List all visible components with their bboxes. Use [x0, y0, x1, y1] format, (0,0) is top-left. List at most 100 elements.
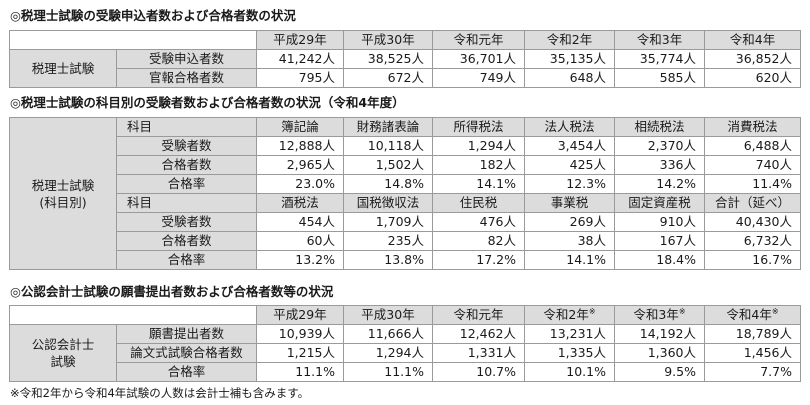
value-cell: 35,774人	[614, 49, 705, 69]
value-cell: 648人	[524, 68, 615, 88]
corner-cell	[9, 30, 257, 50]
subject-header: 合計（延べ）	[704, 193, 801, 213]
group-label: 税理士試験 (科目別)	[9, 117, 117, 270]
value-cell: 40,430人	[704, 212, 801, 232]
subject-label: 科目	[116, 193, 257, 213]
value-cell: 12,462人	[432, 324, 525, 344]
year-header: 平成30年	[343, 30, 433, 50]
value-cell: 10,118人	[343, 136, 433, 156]
value-cell: 14,192人	[614, 324, 705, 344]
year-label: 令和2年	[543, 306, 589, 322]
value-cell: 910人	[614, 212, 705, 232]
row-label: 合格率	[116, 174, 257, 194]
value-cell: 740人	[704, 155, 801, 175]
value-cell: 38人	[524, 231, 615, 251]
year-label: 令和3年	[633, 306, 679, 322]
year-label: 平成29年	[273, 306, 327, 322]
section3-heading: ◎公認会計士試験の願書提出者数および合格者数等の状況	[10, 284, 334, 299]
value-cell: 13.8%	[343, 250, 433, 270]
year-label: 令和元年	[453, 306, 504, 322]
group-label-line: 公認会計士	[31, 337, 95, 352]
row-label: 合格率	[116, 362, 257, 382]
value-cell: 454人	[256, 212, 344, 232]
value-cell: 1,456人	[704, 343, 801, 363]
value-cell: 11,666人	[343, 324, 433, 344]
table-row: 公認会計士 試験 願書提出者数 10,939人 11,666人 12,462人 …	[9, 324, 801, 382]
value-cell: 23.0%	[256, 174, 344, 194]
cpa-exam-table: 平成29年 平成30年 令和元年 令和2年※ 令和3年※ 令和4年※ 公認会計士…	[9, 305, 801, 382]
value-cell: 11.1%	[343, 362, 433, 382]
table-row: 合格者数 2,965人 1,502人 182人 425人 336人 740人	[10, 155, 801, 175]
row-label: 合格者数	[116, 231, 257, 251]
value-cell: 620人	[704, 68, 801, 88]
value-cell: 425人	[524, 155, 615, 175]
footnote-mark: ※	[588, 306, 596, 316]
value-cell: 585人	[614, 68, 705, 88]
value-cell: 13,231人	[524, 324, 615, 344]
table-row: 受験者数 12,888人 10,118人 1,294人 3,454人 2,370…	[10, 136, 801, 156]
value-cell: 795人	[256, 68, 344, 88]
value-cell: 14.1%	[432, 174, 525, 194]
section2-heading: ◎税理士試験の科目別の受験者数および合格者数の状況（令和4年度）	[10, 95, 405, 110]
value-cell: 1,294人	[432, 136, 525, 156]
value-cell: 14.1%	[524, 250, 615, 270]
table-row: 官報合格者数 795人 672人 749人 648人 585人 620人	[10, 68, 801, 88]
row-label: 願書提出者数	[116, 324, 257, 344]
table-row: 合格率 23.0% 14.8% 14.1% 12.3% 14.2% 11.4%	[10, 174, 801, 194]
value-cell: 1,502人	[343, 155, 433, 175]
subject-header: 簿記論	[256, 117, 344, 137]
value-cell: 1,331人	[432, 343, 525, 363]
subject-header-row: 科目 酒税法 国税徴収法 住民税 事業税 固定資産税 合計（延べ）	[10, 193, 801, 213]
value-cell: 11.4%	[704, 174, 801, 194]
value-cell: 182人	[432, 155, 525, 175]
subject-header: 消費税法	[704, 117, 801, 137]
footnote-mark: ※	[678, 306, 686, 316]
year-header: 令和2年※	[524, 305, 615, 325]
value-cell: 269人	[524, 212, 615, 232]
row-label: 受験申込者数	[116, 49, 257, 69]
value-cell: 60人	[256, 231, 344, 251]
value-cell: 1,335人	[524, 343, 615, 363]
value-cell: 41,242人	[256, 49, 344, 69]
value-cell: 7.7%	[704, 362, 801, 382]
subject-header: 国税徴収法	[343, 193, 433, 213]
value-cell: 749人	[432, 68, 525, 88]
value-cell: 16.7%	[704, 250, 801, 270]
value-cell: 12.3%	[524, 174, 615, 194]
year-label: 平成30年	[361, 306, 415, 322]
value-cell: 476人	[432, 212, 525, 232]
table-row: 税理士試験 受験申込者数 41,242人 38,525人 36,701人 35,…	[9, 49, 801, 88]
subject-header: 所得税法	[432, 117, 525, 137]
group-label-line: (科目別)	[39, 194, 87, 210]
year-header: 平成29年	[256, 305, 344, 325]
tax-accountant-exam-table: 平成29年 平成30年 令和元年 令和2年 令和3年 令和4年 税理士試験 受験…	[9, 30, 801, 88]
subject-label: 科目	[116, 117, 257, 137]
value-cell: 336人	[614, 155, 705, 175]
value-cell: 1,709人	[343, 212, 433, 232]
table-row: 受験者数 454人 1,709人 476人 269人 910人 40,430人	[10, 212, 801, 232]
year-header: 平成30年	[343, 305, 433, 325]
subject-header: 酒税法	[256, 193, 344, 213]
value-cell: 672人	[343, 68, 433, 88]
value-cell: 10.7%	[432, 362, 525, 382]
value-cell: 11.1%	[256, 362, 344, 382]
subject-header: 住民税	[432, 193, 525, 213]
subject-header: 相続税法	[614, 117, 705, 137]
value-cell: 6,732人	[704, 231, 801, 251]
value-cell: 1,294人	[343, 343, 433, 363]
year-header-row: 平成29年 平成30年 令和元年 令和2年 令和3年 令和4年	[9, 30, 801, 50]
year-header: 令和4年※	[704, 305, 801, 325]
year-header: 令和3年	[614, 30, 705, 50]
value-cell: 82人	[432, 231, 525, 251]
value-cell: 12,888人	[256, 136, 344, 156]
row-label: 合格率	[116, 250, 257, 270]
value-cell: 18.4%	[614, 250, 705, 270]
value-cell: 17.2%	[432, 250, 525, 270]
value-cell: 3,454人	[524, 136, 615, 156]
row-label: 官報合格者数	[116, 68, 257, 88]
row-label: 受験者数	[116, 136, 257, 156]
corner-cell	[9, 305, 257, 325]
value-cell: 14.8%	[343, 174, 433, 194]
subject-header-row: 税理士試験 (科目別) 科目 簿記論 財務諸表論 所得税法 法人税法 相続税法 …	[9, 117, 801, 270]
